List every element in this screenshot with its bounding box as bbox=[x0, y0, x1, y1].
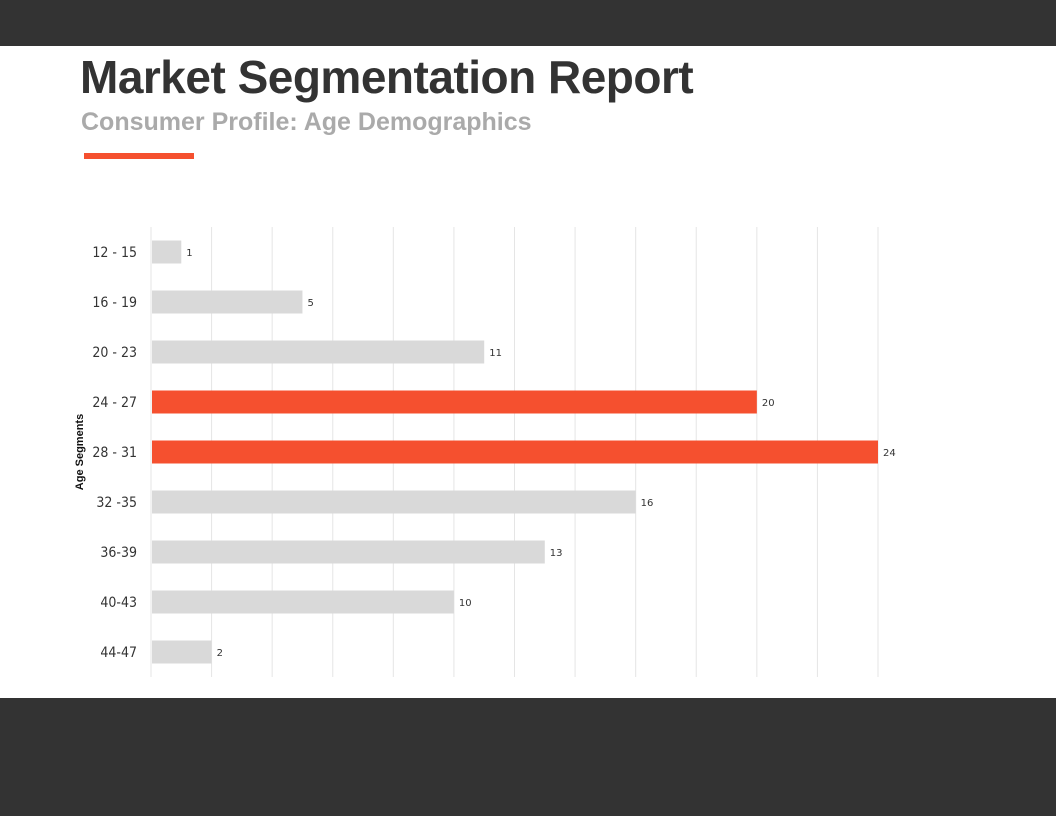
bar-40-43 bbox=[152, 590, 454, 614]
top-band bbox=[0, 0, 1056, 46]
value-label: 10 bbox=[459, 598, 472, 609]
chart-category-labels: 12 - 15 16 - 19 20 - 23 24 - 27 28 - 31 32 -3… bbox=[92, 245, 137, 661]
category-label: 36-39 bbox=[100, 545, 137, 561]
category-label: 12 - 15 bbox=[92, 245, 137, 261]
category-label: 20 - 23 bbox=[92, 345, 137, 361]
value-label: 5 bbox=[307, 298, 313, 309]
value-label: 11 bbox=[489, 348, 502, 359]
value-label: 1 bbox=[186, 248, 192, 259]
category-label: 44-47 bbox=[100, 645, 137, 661]
category-label: 16 - 19 bbox=[92, 295, 137, 311]
bar-16-19 bbox=[152, 290, 303, 314]
chart-value-labels: 1 5 11 20 24 16 13 10 2 bbox=[186, 248, 895, 659]
category-label: 24 - 27 bbox=[92, 395, 137, 411]
bar-44-47 bbox=[152, 640, 212, 664]
y-axis-title: Age Segments bbox=[74, 414, 86, 490]
value-label: 20 bbox=[762, 398, 775, 409]
bar-28-31 bbox=[152, 440, 878, 464]
value-label: 24 bbox=[883, 448, 896, 459]
value-label: 2 bbox=[217, 648, 223, 659]
bottom-band bbox=[0, 698, 1056, 816]
bar-12-15 bbox=[152, 240, 182, 264]
bar-32-35 bbox=[152, 490, 636, 514]
category-label: 40-43 bbox=[100, 595, 137, 611]
bar-20-23 bbox=[152, 340, 485, 364]
category-label: 32 -35 bbox=[96, 495, 137, 511]
value-label: 16 bbox=[641, 498, 654, 509]
page-subtitle: Consumer Profile: Age Demographics bbox=[81, 108, 532, 136]
page-title: Market Segmentation Report bbox=[80, 51, 694, 103]
title-accent-underline bbox=[84, 153, 194, 159]
category-label: 28 - 31 bbox=[92, 445, 137, 461]
bar-24-27 bbox=[152, 390, 757, 414]
chart-bars bbox=[152, 240, 878, 664]
bar-36-39 bbox=[152, 540, 545, 564]
value-label: 13 bbox=[550, 548, 563, 559]
